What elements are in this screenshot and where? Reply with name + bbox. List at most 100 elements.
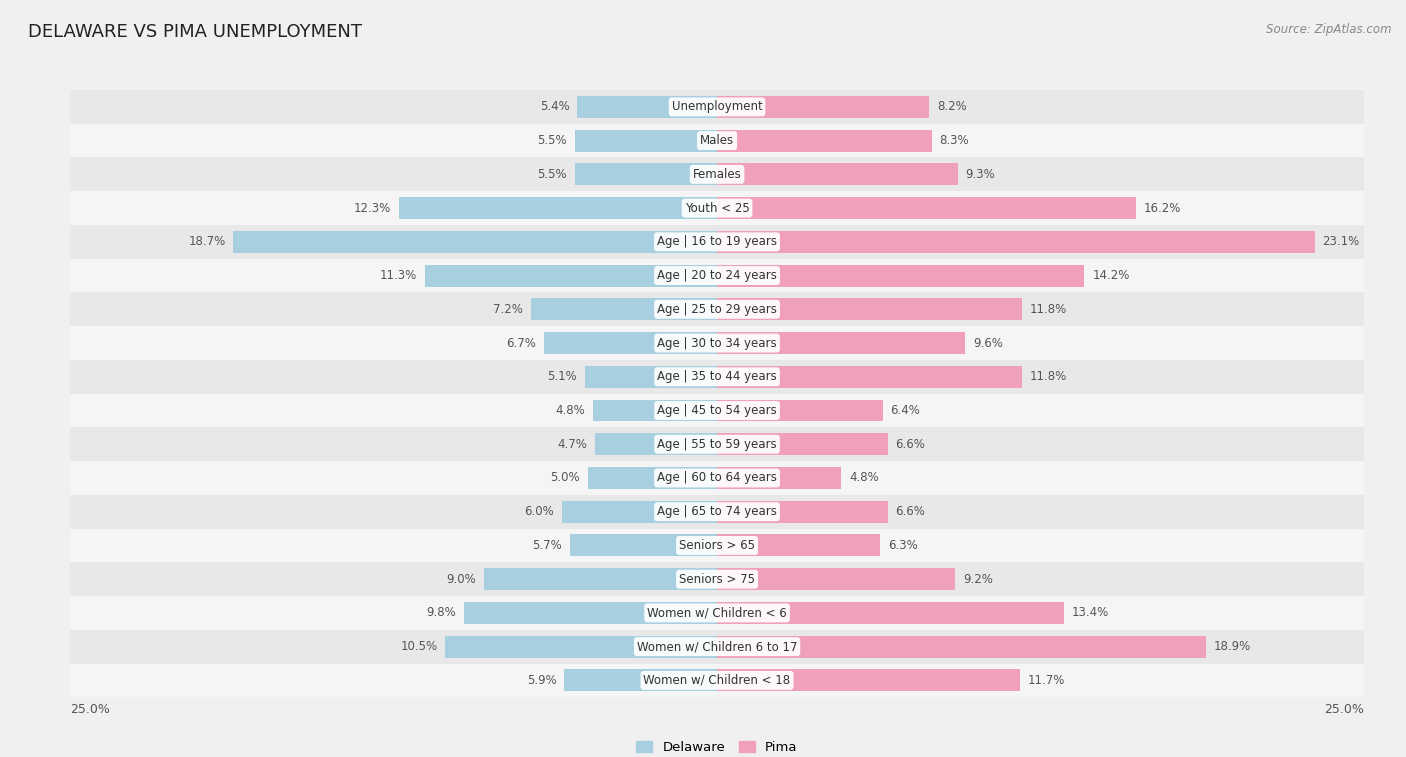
Bar: [425, 265, 717, 287]
Bar: [717, 96, 929, 118]
Bar: [575, 164, 717, 185]
Bar: [70, 495, 1364, 528]
Bar: [596, 433, 717, 455]
Text: Women w/ Children 6 to 17: Women w/ Children 6 to 17: [637, 640, 797, 653]
Text: Women w/ Children < 18: Women w/ Children < 18: [644, 674, 790, 687]
Text: Males: Males: [700, 134, 734, 147]
Text: 18.9%: 18.9%: [1213, 640, 1251, 653]
Bar: [717, 467, 841, 489]
Text: Age | 60 to 64 years: Age | 60 to 64 years: [657, 472, 778, 484]
Bar: [70, 326, 1364, 360]
Text: 9.0%: 9.0%: [447, 573, 477, 586]
Bar: [717, 197, 1136, 219]
Text: 4.8%: 4.8%: [849, 472, 879, 484]
Text: 11.7%: 11.7%: [1028, 674, 1064, 687]
Bar: [717, 433, 887, 455]
Text: 5.4%: 5.4%: [540, 101, 569, 114]
Bar: [70, 394, 1364, 428]
Text: Seniors > 65: Seniors > 65: [679, 539, 755, 552]
Text: 25.0%: 25.0%: [70, 703, 110, 716]
Text: Age | 55 to 59 years: Age | 55 to 59 years: [657, 438, 778, 450]
Bar: [70, 664, 1364, 697]
Text: 6.7%: 6.7%: [506, 337, 536, 350]
Text: Source: ZipAtlas.com: Source: ZipAtlas.com: [1267, 23, 1392, 36]
Bar: [717, 332, 966, 354]
Text: Youth < 25: Youth < 25: [685, 201, 749, 214]
Text: 9.2%: 9.2%: [963, 573, 993, 586]
Bar: [717, 500, 887, 522]
Text: 9.6%: 9.6%: [973, 337, 1002, 350]
Text: 8.2%: 8.2%: [936, 101, 967, 114]
Text: 6.3%: 6.3%: [887, 539, 918, 552]
Bar: [70, 292, 1364, 326]
Text: 12.3%: 12.3%: [354, 201, 391, 214]
Bar: [717, 164, 957, 185]
Text: 13.4%: 13.4%: [1071, 606, 1109, 619]
Bar: [70, 428, 1364, 461]
Bar: [717, 129, 932, 151]
Bar: [717, 534, 880, 556]
Text: 6.0%: 6.0%: [524, 505, 554, 519]
Bar: [70, 157, 1364, 192]
Text: 5.9%: 5.9%: [527, 674, 557, 687]
Bar: [70, 360, 1364, 394]
Bar: [578, 96, 717, 118]
Bar: [588, 467, 717, 489]
Bar: [70, 562, 1364, 596]
Text: 4.8%: 4.8%: [555, 404, 585, 417]
Bar: [562, 500, 717, 522]
Text: Age | 30 to 34 years: Age | 30 to 34 years: [657, 337, 778, 350]
Bar: [593, 400, 717, 422]
Text: 5.7%: 5.7%: [531, 539, 562, 552]
Text: 6.6%: 6.6%: [896, 505, 925, 519]
Text: Age | 35 to 44 years: Age | 35 to 44 years: [657, 370, 778, 383]
Bar: [446, 636, 717, 658]
Text: 11.3%: 11.3%: [380, 269, 418, 282]
Text: Age | 25 to 29 years: Age | 25 to 29 years: [657, 303, 778, 316]
Text: 6.4%: 6.4%: [890, 404, 921, 417]
Text: Seniors > 75: Seniors > 75: [679, 573, 755, 586]
Text: 11.8%: 11.8%: [1031, 303, 1067, 316]
Text: 7.2%: 7.2%: [494, 303, 523, 316]
Text: Age | 16 to 19 years: Age | 16 to 19 years: [657, 235, 778, 248]
Bar: [717, 265, 1084, 287]
Text: 23.1%: 23.1%: [1323, 235, 1360, 248]
Bar: [70, 259, 1364, 292]
Text: 9.3%: 9.3%: [966, 168, 995, 181]
Bar: [575, 129, 717, 151]
Bar: [717, 669, 1019, 691]
Bar: [70, 461, 1364, 495]
Bar: [70, 90, 1364, 123]
Bar: [484, 569, 717, 590]
Bar: [585, 366, 717, 388]
Legend: Delaware, Pima: Delaware, Pima: [631, 736, 803, 757]
Bar: [70, 123, 1364, 157]
Text: 10.5%: 10.5%: [401, 640, 437, 653]
Text: 25.0%: 25.0%: [1324, 703, 1364, 716]
Bar: [70, 596, 1364, 630]
Text: Females: Females: [693, 168, 741, 181]
Bar: [70, 528, 1364, 562]
Text: Unemployment: Unemployment: [672, 101, 762, 114]
Bar: [70, 225, 1364, 259]
Bar: [717, 602, 1064, 624]
Bar: [70, 192, 1364, 225]
Bar: [531, 298, 717, 320]
Text: 5.1%: 5.1%: [547, 370, 578, 383]
Bar: [717, 569, 955, 590]
Text: 16.2%: 16.2%: [1144, 201, 1181, 214]
Text: 18.7%: 18.7%: [188, 235, 225, 248]
Text: DELAWARE VS PIMA UNEMPLOYMENT: DELAWARE VS PIMA UNEMPLOYMENT: [28, 23, 363, 41]
Bar: [544, 332, 717, 354]
Text: Age | 65 to 74 years: Age | 65 to 74 years: [657, 505, 778, 519]
Text: 9.8%: 9.8%: [426, 606, 456, 619]
Bar: [464, 602, 717, 624]
Bar: [717, 636, 1206, 658]
Bar: [717, 400, 883, 422]
Text: 6.6%: 6.6%: [896, 438, 925, 450]
Bar: [717, 298, 1022, 320]
Text: 14.2%: 14.2%: [1092, 269, 1129, 282]
Text: 5.0%: 5.0%: [550, 472, 579, 484]
Text: Age | 20 to 24 years: Age | 20 to 24 years: [657, 269, 778, 282]
Text: 11.8%: 11.8%: [1031, 370, 1067, 383]
